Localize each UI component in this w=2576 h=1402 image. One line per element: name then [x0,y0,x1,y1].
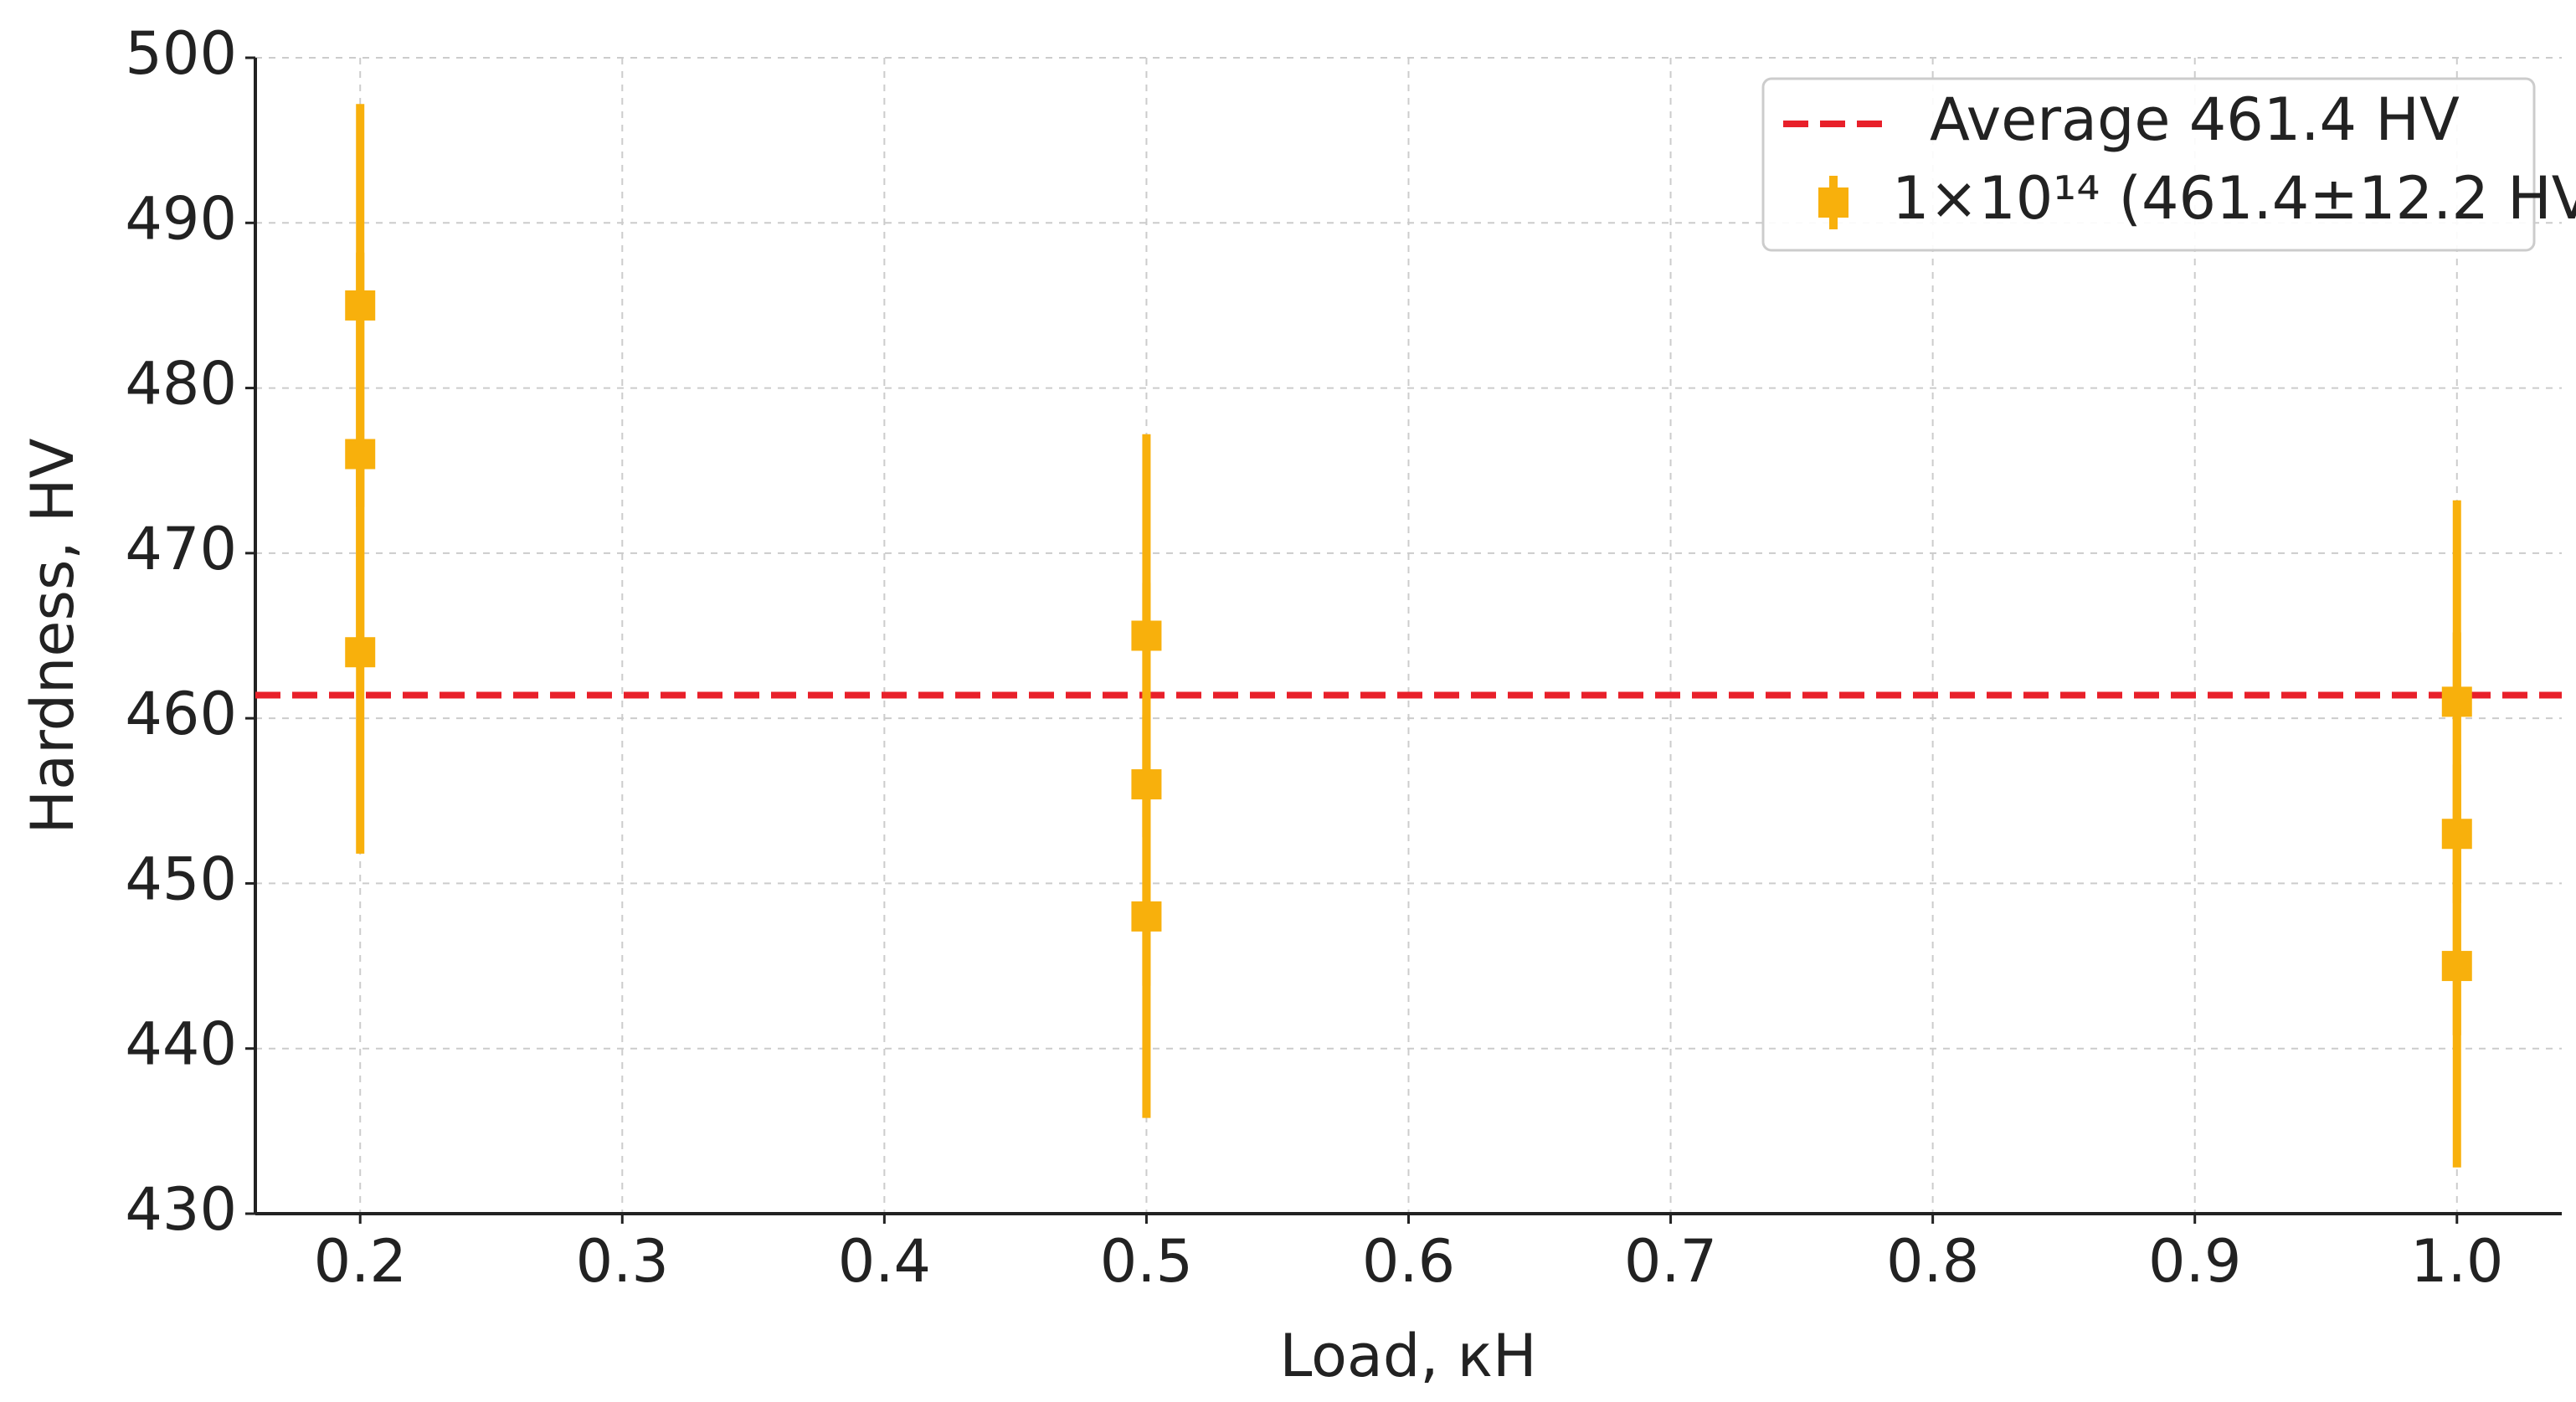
y-tick-label: 480 [125,350,237,419]
legend-label: 1×10¹⁴ (461.4±12.2 HV) [1892,164,2576,233]
x-tick-label: 0.9 [2148,1227,2241,1296]
data-point [2441,951,2472,982]
data-point [345,637,376,668]
x-tick-label: 0.3 [576,1227,669,1296]
y-tick-label: 490 [125,184,237,253]
y-tick-label: 460 [125,680,237,748]
data-point [1131,901,1162,932]
x-tick-label: 1.0 [2410,1227,2503,1296]
legend-box [1761,77,2536,252]
x-tick-label: 0.8 [1886,1227,1979,1296]
x-tick-label: 0.7 [1624,1227,1717,1296]
x-tick-label: 0.5 [1100,1227,1193,1296]
y-tick-label: 430 [125,1175,237,1244]
y-tick-label: 470 [125,515,237,583]
y-tick-label: 450 [125,845,237,913]
x-tick-label: 0.2 [314,1227,407,1296]
y-tick-label: 440 [125,1010,237,1079]
legend-label: Average 461.4 HV [1930,85,2460,154]
x-axis-label: Load, кН [1279,1322,1536,1390]
x-tick-label: 0.4 [838,1227,931,1296]
legend-series-swatch [1818,187,1848,218]
y-tick-label: 500 [125,19,237,88]
y-axis-label: Hardness, HV [18,438,87,834]
x-tick-label: 0.6 [1362,1227,1455,1296]
